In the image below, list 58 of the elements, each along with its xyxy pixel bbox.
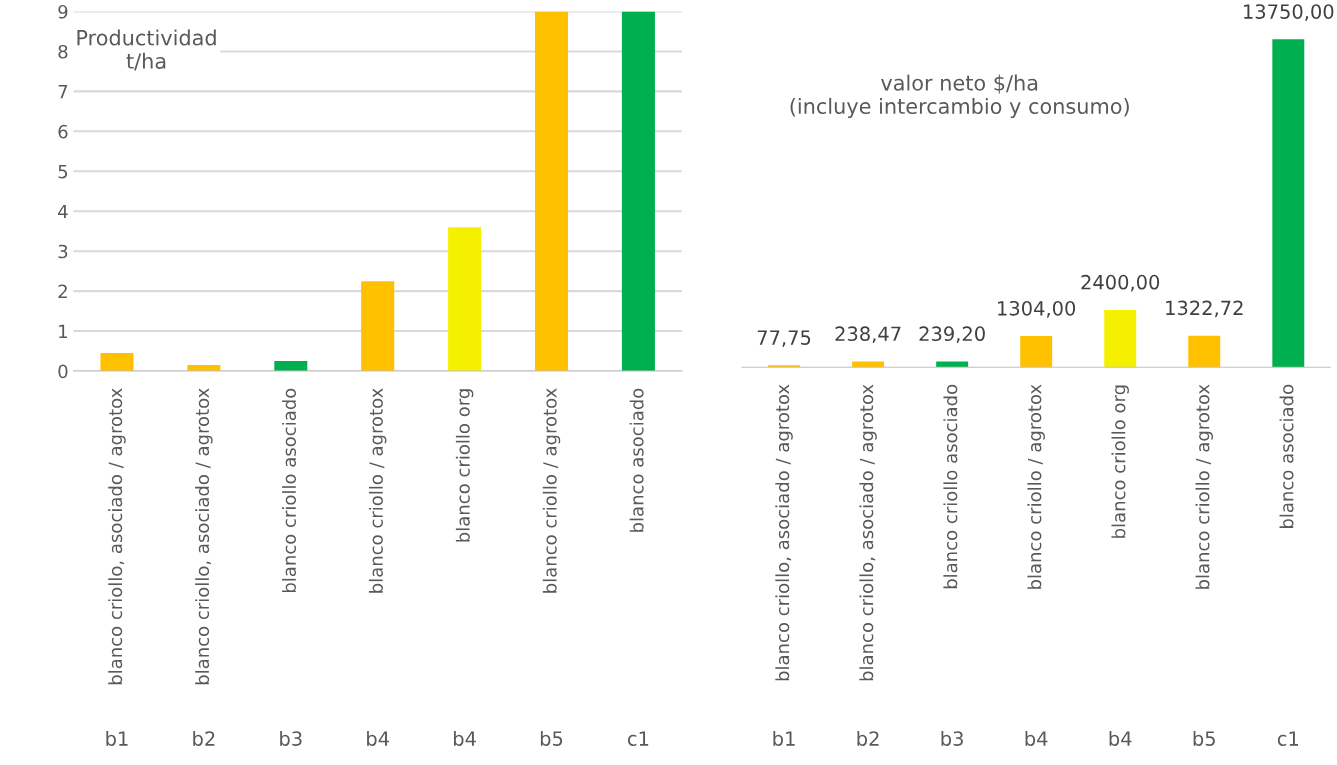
bar <box>448 227 482 372</box>
y-tick-label: 8 <box>58 44 68 59</box>
data-label: 239,20 <box>919 326 985 344</box>
text: b4 <box>367 730 389 746</box>
x-tick-label: blanco criollo / agrotox <box>1195 384 1213 589</box>
bar <box>361 281 395 372</box>
bar <box>1188 335 1221 368</box>
text: c1 <box>1277 731 1299 746</box>
bar <box>535 11 569 372</box>
bar <box>1020 336 1053 368</box>
data-label: 1304,00 <box>998 300 1076 318</box>
data-label: 1322,72 <box>1166 300 1243 318</box>
x-tick-label: blanco criollo asociado <box>282 388 297 593</box>
bar <box>1272 39 1305 368</box>
text: Productividad t/ha <box>77 29 216 71</box>
x-tick-label: blanco criollo asociado <box>943 384 958 589</box>
text: b3 <box>280 730 302 746</box>
y-tick-label: 9 <box>58 4 68 19</box>
x-tick-label: blanco criollo / agrotox <box>1027 384 1045 589</box>
y-tick-label: 3 <box>58 244 68 259</box>
data-label: 2400,00 <box>1081 274 1160 292</box>
y-tick-label: 7 <box>58 85 68 99</box>
x-tick-label: blanco asociado <box>629 388 644 532</box>
text: b3 <box>941 730 963 746</box>
bar <box>936 361 969 368</box>
text: b1 <box>773 730 795 746</box>
x-tick-label: blanco criollo, asociado / agrotox <box>859 384 877 681</box>
x-tick-label: blanco criollo / agrotox <box>542 388 561 593</box>
y-tick-label: 6 <box>58 124 68 139</box>
text: b4 <box>1025 730 1048 746</box>
y-tick-label: 2 <box>58 284 67 298</box>
text: valor neto $/ha (incluye intercambio y consumo) <box>790 74 1129 119</box>
text: b1 <box>106 730 128 746</box>
data-label: 238,47 <box>835 326 901 344</box>
y-tick-label: 0 <box>58 364 68 379</box>
bar <box>621 11 655 372</box>
y-tick-label: 4 <box>58 204 68 219</box>
text: b5 <box>1193 730 1215 746</box>
text: b5 <box>540 730 563 746</box>
bar <box>274 361 308 372</box>
data-label: 13750,00 <box>1244 4 1334 21</box>
x-tick-label: blanco criollo org <box>1111 385 1129 538</box>
text: b2 <box>193 730 215 746</box>
x-tick-label: blanco criollo org <box>455 389 474 542</box>
text: c1 <box>627 731 649 746</box>
x-tick-label: blanco criollo / agrotox <box>368 388 387 593</box>
x-tick-label: blanco asociado <box>1279 384 1294 528</box>
text: b4 <box>1109 730 1132 746</box>
y-tick-label: 5 <box>58 164 68 179</box>
bar <box>1104 309 1137 368</box>
data-label: 77,75 <box>757 330 811 347</box>
text: b4 <box>454 730 476 746</box>
text: b2 <box>857 730 879 746</box>
y-tick-label: 1 <box>59 324 68 338</box>
x-tick-label: blanco criollo, asociado / agrotox <box>108 388 126 685</box>
x-tick-label: blanco criollo, asociado / agrotox <box>195 388 213 685</box>
x-tick-label: blanco criollo, asociado / agrotox <box>775 384 793 681</box>
bar <box>100 353 134 372</box>
